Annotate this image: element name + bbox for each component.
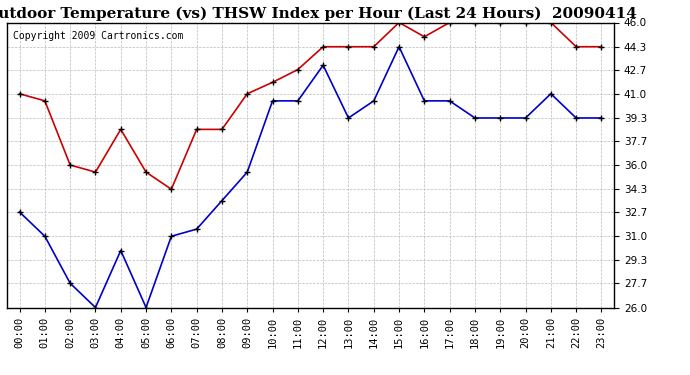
Title: Outdoor Temperature (vs) THSW Index per Hour (Last 24 Hours)  20090414: Outdoor Temperature (vs) THSW Index per … bbox=[0, 7, 636, 21]
Text: Copyright 2009 Cartronics.com: Copyright 2009 Cartronics.com bbox=[13, 31, 184, 41]
